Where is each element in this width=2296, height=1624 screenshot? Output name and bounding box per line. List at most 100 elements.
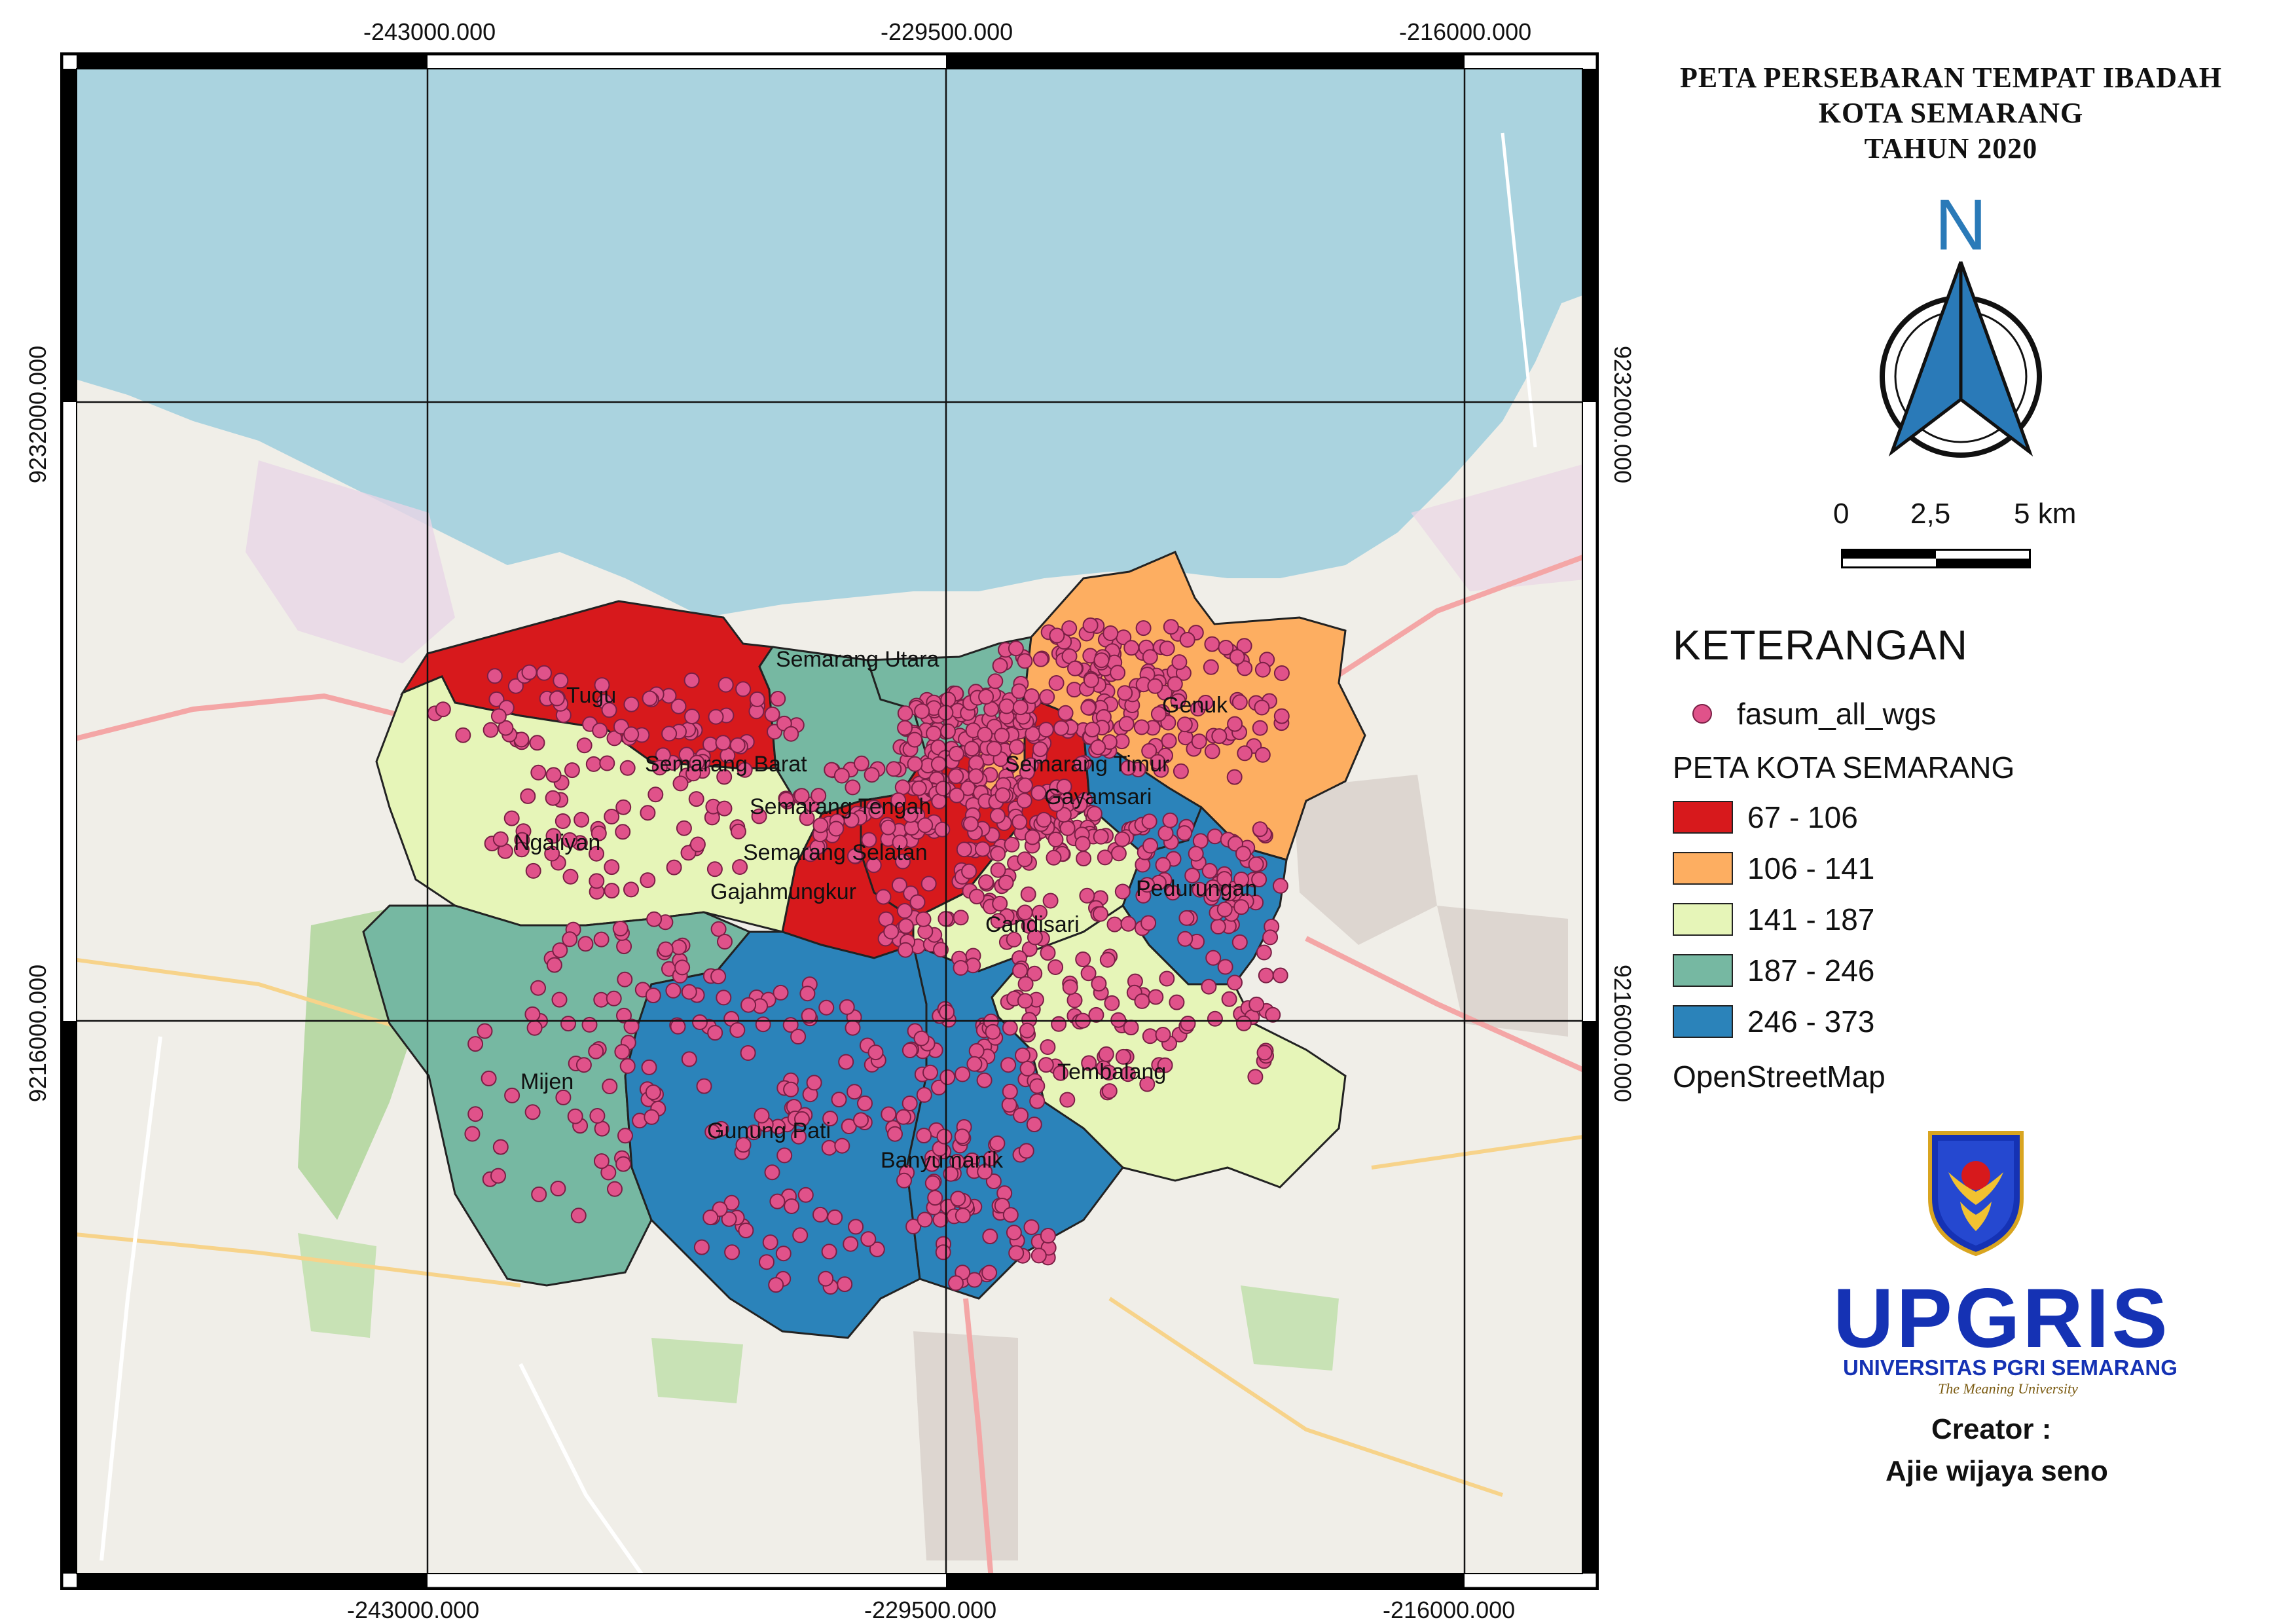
worship-place-point[interactable] <box>754 1107 770 1124</box>
worship-place-point[interactable] <box>935 1244 951 1261</box>
worship-place-point[interactable] <box>467 1036 484 1052</box>
worship-place-point[interactable] <box>1093 906 1108 922</box>
worship-place-point[interactable] <box>799 810 815 826</box>
worship-place-point[interactable] <box>617 1128 633 1144</box>
worship-place-point[interactable] <box>845 1020 861 1036</box>
worship-place-point[interactable] <box>1150 706 1167 722</box>
worship-place-point[interactable] <box>612 921 629 936</box>
worship-place-point[interactable] <box>943 1166 959 1182</box>
worship-place-point[interactable] <box>1221 885 1237 902</box>
worship-place-point[interactable] <box>792 1227 809 1244</box>
worship-place-point[interactable] <box>987 673 1004 690</box>
worship-place-point[interactable] <box>1025 829 1040 845</box>
worship-place-point[interactable] <box>1205 886 1221 902</box>
worship-place-point[interactable] <box>969 889 985 905</box>
worship-place-point[interactable] <box>1057 705 1074 721</box>
worship-place-point[interactable] <box>880 819 896 836</box>
worship-place-point[interactable] <box>1155 1027 1171 1043</box>
worship-place-point[interactable] <box>953 910 969 926</box>
worship-place-point[interactable] <box>576 737 592 754</box>
worship-place-point[interactable] <box>672 775 689 792</box>
worship-place-point[interactable] <box>581 1016 598 1033</box>
worship-place-point[interactable] <box>477 1023 493 1039</box>
worship-place-point[interactable] <box>1254 747 1271 763</box>
worship-place-point[interactable] <box>764 706 780 722</box>
worship-place-point[interactable] <box>907 731 923 748</box>
worship-place-point[interactable] <box>544 845 560 862</box>
worship-place-point[interactable] <box>762 1234 778 1251</box>
worship-place-point[interactable] <box>670 1018 686 1035</box>
worship-place-point[interactable] <box>1017 851 1033 868</box>
worship-place-point[interactable] <box>994 728 1010 744</box>
worship-place-point[interactable] <box>575 1057 592 1073</box>
worship-place-point[interactable] <box>890 792 907 808</box>
worship-place-point[interactable] <box>1117 685 1133 701</box>
worship-place-point[interactable] <box>896 1172 912 1189</box>
worship-place-point[interactable] <box>1170 693 1186 709</box>
worship-place-point[interactable] <box>749 691 765 707</box>
worship-place-point[interactable] <box>1019 1022 1035 1039</box>
worship-place-point[interactable] <box>716 769 733 785</box>
worship-place-point[interactable] <box>1067 660 1083 676</box>
worship-place-point[interactable] <box>886 761 902 777</box>
worship-place-point[interactable] <box>1142 649 1158 665</box>
worship-place-point[interactable] <box>490 1168 506 1184</box>
worship-place-point[interactable] <box>926 726 942 741</box>
worship-place-point[interactable] <box>955 1208 971 1224</box>
worship-place-point[interactable] <box>1262 929 1279 946</box>
worship-place-point[interactable] <box>600 1164 617 1181</box>
worship-place-point[interactable] <box>1120 1066 1136 1082</box>
worship-place-point[interactable] <box>898 942 913 958</box>
worship-place-point[interactable] <box>847 1084 863 1100</box>
worship-place-point[interactable] <box>1053 1065 1069 1081</box>
worship-place-point[interactable] <box>1090 739 1106 756</box>
worship-place-point[interactable] <box>916 1087 932 1103</box>
worship-place-point[interactable] <box>1076 851 1092 867</box>
worship-place-point[interactable] <box>1048 832 1064 847</box>
worship-place-point[interactable] <box>1133 719 1150 735</box>
worship-place-point[interactable] <box>1162 812 1178 828</box>
worship-place-point[interactable] <box>674 959 691 976</box>
worship-place-point[interactable] <box>812 1206 828 1223</box>
worship-place-point[interactable] <box>696 1078 712 1094</box>
worship-place-point[interactable] <box>1017 993 1033 1009</box>
worship-place-point[interactable] <box>1011 814 1028 830</box>
worship-place-point[interactable] <box>1139 877 1156 893</box>
worship-place-point[interactable] <box>1019 1060 1036 1077</box>
worship-place-point[interactable] <box>931 793 947 809</box>
worship-place-point[interactable] <box>732 859 748 875</box>
worship-place-point[interactable] <box>935 781 951 797</box>
worship-place-point[interactable] <box>718 676 734 693</box>
worship-place-point[interactable] <box>887 1126 903 1142</box>
worship-place-point[interactable] <box>933 942 949 958</box>
worship-place-point[interactable] <box>822 1111 839 1127</box>
worship-place-point[interactable] <box>1165 885 1181 901</box>
worship-place-point[interactable] <box>1032 741 1048 758</box>
worship-place-point[interactable] <box>599 755 615 771</box>
worship-place-point[interactable] <box>922 1064 938 1080</box>
worship-place-point[interactable] <box>1051 1016 1067 1032</box>
worship-place-point[interactable] <box>1110 1012 1127 1028</box>
worship-place-point[interactable] <box>801 1008 817 1024</box>
worship-place-point[interactable] <box>936 1128 953 1145</box>
worship-place-point[interactable] <box>641 1059 657 1075</box>
worship-place-point[interactable] <box>1233 899 1250 915</box>
worship-place-point[interactable] <box>1155 857 1171 873</box>
worship-place-point[interactable] <box>740 1045 756 1061</box>
worship-place-point[interactable] <box>619 760 636 776</box>
worship-place-point[interactable] <box>1027 929 1043 946</box>
worship-place-point[interactable] <box>976 1072 993 1088</box>
worship-place-point[interactable] <box>551 991 568 1008</box>
worship-place-point[interactable] <box>490 708 507 724</box>
worship-place-point[interactable] <box>710 921 727 937</box>
worship-place-point[interactable] <box>1258 967 1274 984</box>
worship-place-point[interactable] <box>1204 636 1220 652</box>
worship-place-point[interactable] <box>623 696 640 712</box>
worship-place-point[interactable] <box>764 1164 780 1181</box>
worship-place-point[interactable] <box>1201 862 1218 879</box>
worship-place-point[interactable] <box>564 762 580 779</box>
worship-place-point[interactable] <box>729 1022 746 1038</box>
worship-place-point[interactable] <box>524 1104 541 1120</box>
worship-place-point[interactable] <box>616 938 632 955</box>
worship-place-point[interactable] <box>985 1024 1001 1040</box>
